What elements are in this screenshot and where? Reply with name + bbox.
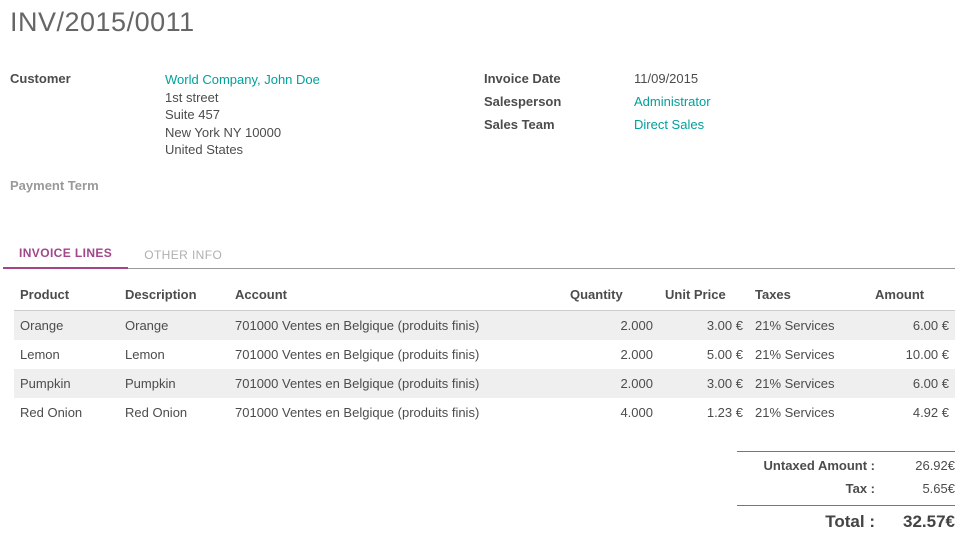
total-value: 32.57€ xyxy=(903,511,955,531)
table-row[interactable]: Pumpkin Pumpkin 701000 Ventes en Belgiqu… xyxy=(14,368,955,398)
tab-invoice-lines[interactable]: INVOICE LINES xyxy=(3,240,129,269)
tax-value: 5.65€ xyxy=(922,480,955,496)
cell-taxes: 21% Services xyxy=(755,317,835,333)
table-row[interactable]: Red Onion Red Onion 701000 Ventes en Bel… xyxy=(14,398,955,427)
cell-quantity: 2.000 xyxy=(620,346,653,362)
cell-amount: 10.00 € xyxy=(905,346,949,362)
customer-value: World Company, John Doe 1st street Suite… xyxy=(165,71,320,159)
salesperson-link[interactable]: Administrator xyxy=(634,94,711,109)
right-field-group: Invoice Date 11/09/2015 Salesperson Admi… xyxy=(474,71,964,201)
cell-description: Pumpkin xyxy=(125,375,176,391)
invoice-date-field-row: Invoice Date 11/09/2015 xyxy=(484,71,964,87)
column-header-amount[interactable]: Amount xyxy=(869,278,955,311)
cell-quantity: 2.000 xyxy=(620,317,653,333)
notebook-tabbar: INVOICE LINES OTHER INFO xyxy=(3,240,955,269)
invoice-date-label: Invoice Date xyxy=(484,71,561,86)
payment-term-label: Payment Term xyxy=(10,177,99,193)
untaxed-amount-value: 26.92€ xyxy=(915,457,955,473)
column-header-account[interactable]: Account xyxy=(229,278,564,311)
cell-quantity: 4.000 xyxy=(620,404,653,420)
sales-team-field-row: Sales Team Direct Sales xyxy=(484,117,964,133)
column-header-description[interactable]: Description xyxy=(119,278,229,311)
total-label: Total : xyxy=(825,511,875,531)
header-field-groups: Customer World Company, John Doe 1st str… xyxy=(0,71,964,201)
salesperson-label: Salesperson xyxy=(484,94,562,109)
cell-account: 701000 Ventes en Belgique (produits fini… xyxy=(235,375,480,391)
customer-field-row: Customer World Company, John Doe 1st str… xyxy=(10,71,474,159)
cell-account: 701000 Ventes en Belgique (produits fini… xyxy=(235,317,480,333)
customer-address-line1: 1st street xyxy=(165,89,219,105)
untaxed-amount-label: Untaxed Amount : xyxy=(763,457,875,473)
payment-term-field-row: Payment Term xyxy=(10,166,474,194)
cell-amount: 4.92 € xyxy=(912,404,949,420)
sales-team-label: Sales Team xyxy=(484,117,555,132)
cell-account: 701000 Ventes en Belgique (produits fini… xyxy=(235,346,480,362)
cell-product: Red Onion xyxy=(20,404,83,420)
table-header-row: Product Description Account Quantity Uni… xyxy=(14,278,955,311)
cell-amount: 6.00 € xyxy=(912,375,949,391)
cell-account: 701000 Ventes en Belgique (produits fini… xyxy=(235,404,480,420)
salesperson-field-row: Salesperson Administrator xyxy=(484,94,964,110)
customer-address-line2: Suite 457 xyxy=(165,107,220,122)
cell-product: Orange xyxy=(20,317,64,333)
cell-taxes: 21% Services xyxy=(755,346,835,362)
sales-team-link[interactable]: Direct Sales xyxy=(634,117,705,132)
column-header-taxes[interactable]: Taxes xyxy=(749,278,869,311)
customer-address-line3: New York NY 10000 xyxy=(165,124,282,140)
cell-quantity: 2.000 xyxy=(620,375,653,391)
column-header-quantity[interactable]: Quantity xyxy=(564,278,659,311)
cell-product: Lemon xyxy=(20,346,60,362)
untaxed-amount-row: Untaxed Amount : 26.92€ xyxy=(737,450,955,477)
cell-unit-price: 3.00 € xyxy=(706,317,743,333)
customer-link[interactable]: World Company, John Doe xyxy=(165,72,320,87)
cell-product: Pumpkin xyxy=(20,375,71,391)
totals-block: Untaxed Amount : 26.92€ Tax : 5.65€ Tota… xyxy=(737,450,955,536)
customer-address-line4: United States xyxy=(165,142,244,157)
cell-amount: 6.00 € xyxy=(912,317,949,333)
cell-unit-price: 3.00 € xyxy=(706,375,743,391)
invoice-number-title: INV/2015/0011 xyxy=(10,7,195,37)
left-field-group: Customer World Company, John Doe 1st str… xyxy=(0,71,474,201)
cell-description: Red Onion xyxy=(125,404,188,420)
cell-description: Lemon xyxy=(125,346,165,362)
invoice-lines-table: Product Description Account Quantity Uni… xyxy=(14,278,955,427)
column-header-product[interactable]: Product xyxy=(14,278,119,311)
invoice-date-value: 11/09/2015 xyxy=(634,71,699,86)
table-row[interactable]: Orange Orange 701000 Ventes en Belgique … xyxy=(14,310,955,340)
cell-unit-price: 1.23 € xyxy=(706,404,743,420)
tax-row: Tax : 5.65€ xyxy=(737,477,955,500)
customer-label: Customer xyxy=(10,71,71,86)
cell-unit-price: 5.00 € xyxy=(706,346,743,362)
table-row[interactable]: Lemon Lemon 701000 Ventes en Belgique (p… xyxy=(14,340,955,369)
cell-taxes: 21% Services xyxy=(755,404,835,420)
total-row: Total : 32.57€ xyxy=(737,504,955,536)
cell-taxes: 21% Services xyxy=(755,375,835,391)
cell-description: Orange xyxy=(125,317,169,333)
tax-label: Tax : xyxy=(845,480,875,496)
column-header-unit-price[interactable]: Unit Price xyxy=(659,278,749,311)
tab-other-info[interactable]: OTHER INFO xyxy=(144,247,223,262)
